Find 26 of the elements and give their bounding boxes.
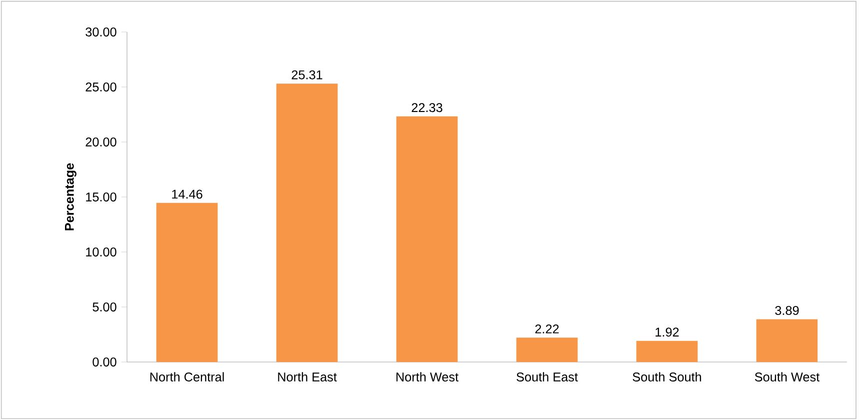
data-label: 2.22 [535, 324, 559, 334]
data-label: 1.92 [656, 328, 679, 337]
x-tick-label: North West [396, 372, 458, 382]
data-label: 14.46 [172, 190, 202, 199]
y-tick-label: 15.00 [86, 192, 116, 202]
y-tick-label: 5.00 [92, 302, 116, 312]
bar [756, 319, 818, 362]
bar [156, 202, 218, 362]
data-label: 3.89 [775, 306, 799, 315]
bar [276, 84, 338, 362]
y-tick-label: 30.00 [86, 28, 116, 36]
bar [636, 340, 698, 362]
data-label: 22.33 [412, 103, 442, 112]
y-tick-label: 20.00 [86, 138, 116, 146]
y-tick-label: 25.00 [86, 82, 116, 92]
bar [396, 116, 458, 362]
x-tick-label: North East [278, 372, 337, 382]
y-tick-label: 10.00 [86, 248, 116, 256]
x-tick-label: South West [754, 372, 820, 382]
y-tick-label: 0.00 [92, 358, 116, 366]
x-tick-label: South East [516, 372, 578, 382]
x-tick-label: South South [632, 372, 702, 382]
data-label: 25.31 [292, 70, 322, 80]
x-tick-label: North Central [150, 372, 224, 382]
bar [516, 338, 578, 362]
y-axis-title: Percentage [65, 163, 76, 230]
